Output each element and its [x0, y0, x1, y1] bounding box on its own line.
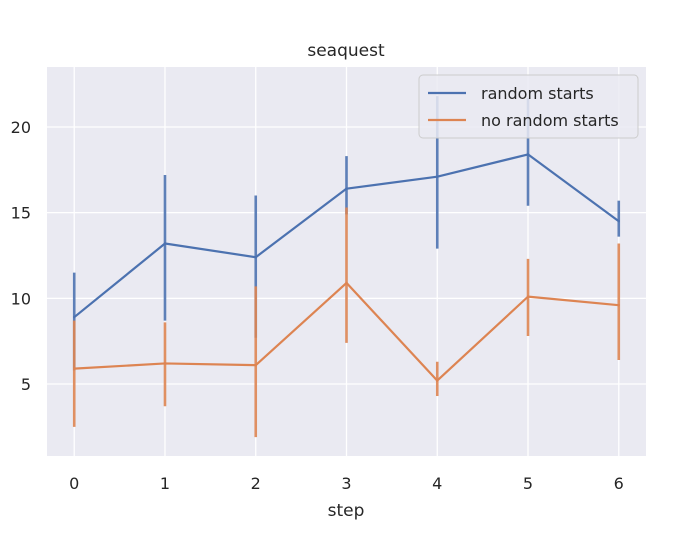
data-point-no-random-starts [436, 379, 439, 382]
x-tick-label: 2 [251, 474, 261, 493]
series-lines [73, 153, 620, 382]
data-point-random-starts [73, 315, 76, 319]
x-tick-label: 1 [160, 474, 170, 493]
y-tick-label: 5 [21, 375, 31, 394]
legend: random starts no random starts [418, 74, 639, 139]
data-point-random-starts [526, 153, 530, 156]
data-point-random-starts [617, 220, 620, 223]
legend-label-no-random-starts: no random starts [481, 111, 619, 130]
y-tick-label: 15 [11, 204, 31, 223]
x-tick-label: 4 [432, 474, 442, 493]
data-point-random-starts [436, 175, 439, 178]
data-point-no-random-starts [345, 281, 348, 285]
y-tick-label: 10 [11, 289, 31, 308]
x-tick-label: 5 [523, 474, 533, 493]
data-point-random-starts [163, 242, 167, 245]
x-tick-label: 0 [69, 474, 79, 493]
data-point-random-starts [254, 256, 257, 259]
legend-box [418, 74, 639, 139]
x-tick-label: 3 [341, 474, 351, 493]
x-tick-label: 6 [614, 474, 624, 493]
data-point-no-random-starts [163, 362, 167, 365]
x-axis-label: step [328, 501, 365, 521]
data-point-random-starts [345, 187, 348, 190]
tick-labels: 0 1 2 3 4 5 6 5 10 15 20 [11, 118, 624, 493]
y-tick-label: 20 [11, 118, 31, 137]
data-point-no-random-starts [254, 363, 257, 367]
data-point-no-random-starts [617, 303, 620, 307]
data-point-no-random-starts [526, 295, 530, 298]
chart-title: seaquest [307, 41, 385, 61]
legend-label-random-starts: random starts [481, 84, 594, 103]
data-point-no-random-starts [73, 367, 76, 370]
